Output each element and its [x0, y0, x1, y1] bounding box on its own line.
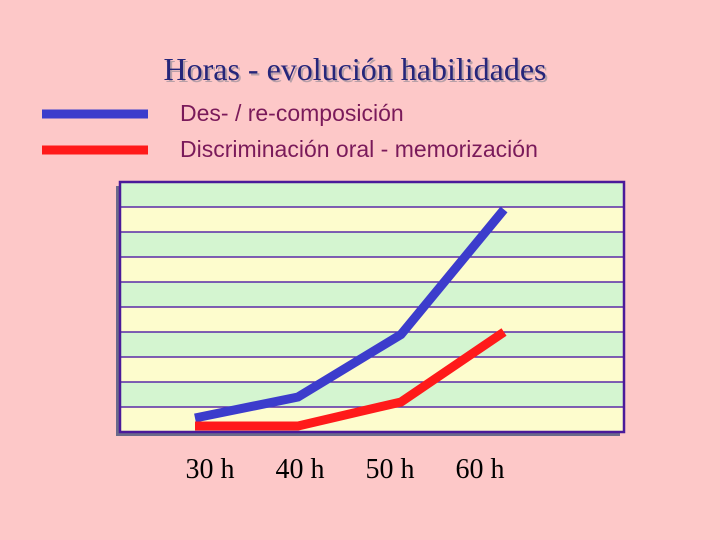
x-tick-label: 40 h — [276, 454, 325, 485]
chart-title: Horas - evolución habilidades — [164, 51, 547, 87]
grid-band — [120, 257, 624, 282]
legend-label: Discriminación oral - memorización — [180, 136, 538, 162]
plot-border — [118, 180, 626, 434]
grid-band — [120, 207, 624, 232]
title-shadow: Horas - evolución habilidades — [166, 53, 549, 89]
x-tick-label: 60 h — [456, 454, 505, 485]
grid-band — [120, 232, 624, 257]
grid-band — [120, 382, 624, 407]
grid-band — [120, 307, 624, 332]
grid-band — [120, 182, 624, 207]
x-tick-label: 30 h — [186, 454, 235, 485]
x-tick-label: 50 h — [366, 454, 415, 485]
series-line — [194, 206, 508, 423]
legend-label: Des- / re-composición — [180, 100, 404, 126]
grid-band — [120, 357, 624, 382]
series-line — [195, 328, 507, 431]
grid-band — [120, 282, 624, 307]
